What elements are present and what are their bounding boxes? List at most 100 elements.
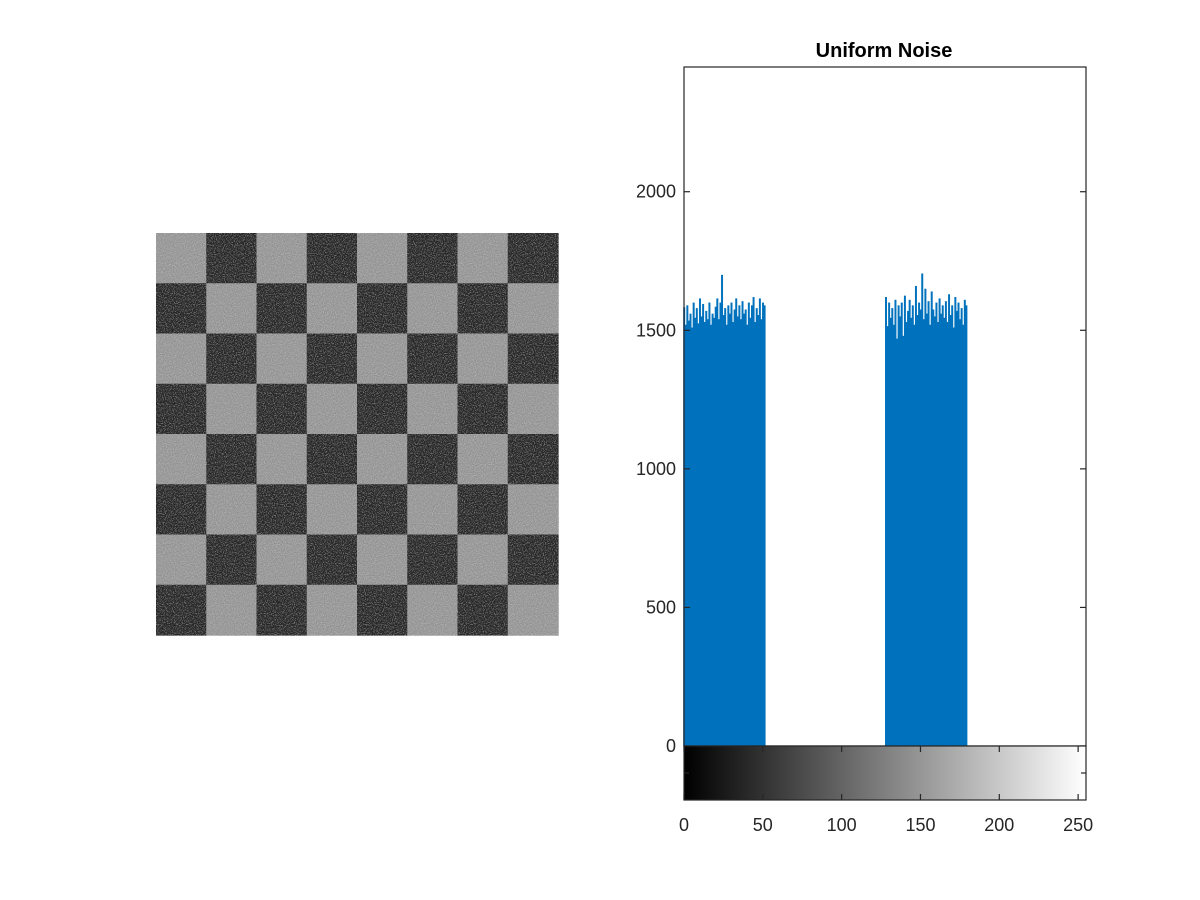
checker-cell bbox=[156, 383, 207, 435]
histogram-bar bbox=[930, 291, 933, 746]
histogram-bar bbox=[698, 298, 701, 746]
chart-title: Uniform Noise bbox=[816, 40, 953, 62]
histogram-bar bbox=[697, 323, 700, 746]
checker-cell bbox=[357, 233, 408, 284]
histogram-bar bbox=[951, 305, 954, 746]
histogram-bar bbox=[940, 313, 943, 746]
checker-cell bbox=[457, 584, 509, 636]
y-tick-label: 500 bbox=[646, 597, 676, 617]
histogram-bar bbox=[916, 315, 919, 746]
histogram-bar bbox=[722, 315, 725, 746]
histogram-bar bbox=[730, 302, 733, 746]
histogram-bar bbox=[932, 309, 935, 746]
checker-cell bbox=[306, 233, 358, 284]
histogram-bar bbox=[703, 321, 706, 746]
histogram-bar bbox=[713, 317, 716, 746]
histogram-bar bbox=[891, 308, 894, 746]
histogram-bar bbox=[752, 297, 755, 746]
checker-cell bbox=[407, 233, 459, 284]
histogram-bar bbox=[913, 324, 916, 746]
y-tick-label: 1000 bbox=[636, 459, 676, 479]
checker-cell bbox=[306, 534, 358, 586]
histogram-bar bbox=[907, 310, 910, 746]
colorbar bbox=[683, 745, 1087, 801]
checker-cell bbox=[407, 584, 459, 636]
checker-cell bbox=[256, 233, 308, 284]
histogram-bar bbox=[952, 327, 955, 746]
histogram-bar bbox=[965, 305, 968, 746]
histogram-bar bbox=[717, 319, 720, 746]
histogram-bar bbox=[937, 321, 939, 746]
checker-cell bbox=[306, 584, 358, 636]
histogram-bar bbox=[949, 315, 952, 746]
histogram-bar bbox=[706, 319, 709, 746]
checker-cell bbox=[507, 434, 559, 485]
histogram-bar bbox=[686, 305, 689, 746]
x-tick-label: 250 bbox=[1063, 815, 1093, 835]
checker-cell bbox=[457, 383, 509, 435]
histogram-bar bbox=[925, 313, 928, 746]
histogram-bar bbox=[746, 324, 749, 746]
histogram-bar bbox=[755, 308, 758, 746]
histogram-bar bbox=[963, 299, 966, 746]
checker-cell bbox=[457, 534, 509, 586]
checker-cell bbox=[306, 283, 358, 335]
histogram-bar bbox=[948, 294, 951, 746]
histogram-bar bbox=[739, 319, 742, 746]
checker-cell bbox=[256, 283, 308, 335]
checker-cell bbox=[156, 434, 207, 485]
histogram-bar bbox=[694, 317, 697, 746]
histogram-bar bbox=[903, 295, 906, 746]
histogram-bar bbox=[758, 298, 761, 746]
checker-cell bbox=[156, 283, 207, 335]
histogram-bar bbox=[710, 324, 712, 746]
histogram-bar bbox=[944, 301, 947, 746]
histogram-bar bbox=[695, 308, 698, 746]
histogram-bar bbox=[955, 310, 958, 746]
checker-cell bbox=[256, 434, 308, 485]
checker-cell bbox=[256, 333, 308, 385]
histogram-bar bbox=[762, 302, 765, 746]
histogram-bar bbox=[684, 324, 687, 746]
histogram-bar bbox=[943, 317, 946, 746]
histogram-bar bbox=[900, 302, 903, 746]
checker-cell bbox=[507, 584, 559, 636]
checker-cell bbox=[206, 233, 258, 284]
histogram-bar bbox=[941, 305, 944, 746]
checker-cell bbox=[156, 233, 207, 284]
checker-cell bbox=[357, 484, 408, 536]
histogram-bar bbox=[724, 308, 727, 746]
checker-cell bbox=[457, 484, 509, 536]
checker-cell bbox=[306, 484, 358, 536]
checker-cell bbox=[507, 283, 559, 335]
histogram-bar bbox=[719, 302, 722, 746]
histogram-bar bbox=[760, 319, 763, 746]
checker-cell bbox=[407, 333, 459, 385]
x-axis-ticks: 0 50 100 150 200 250 bbox=[679, 746, 1093, 835]
histogram-bar bbox=[716, 298, 719, 746]
histogram-bar bbox=[708, 302, 711, 746]
checker-cell bbox=[507, 333, 559, 385]
histogram-bar bbox=[946, 321, 949, 746]
y-tick-label: 1500 bbox=[636, 320, 676, 340]
checker-cell bbox=[357, 434, 408, 485]
checker-cell bbox=[206, 534, 258, 586]
checker-cell bbox=[457, 283, 509, 335]
histogram-bar bbox=[727, 305, 730, 746]
histogram-bars bbox=[683, 273, 968, 746]
checker-cell bbox=[256, 484, 308, 536]
histogram-bar bbox=[894, 299, 897, 746]
histogram-bar bbox=[886, 326, 889, 746]
histogram-bar bbox=[711, 313, 714, 746]
checker-cell bbox=[206, 434, 258, 485]
checker-cell bbox=[206, 584, 258, 636]
histogram-bar bbox=[957, 302, 960, 746]
histogram-bar bbox=[728, 313, 731, 746]
histogram-bar bbox=[905, 321, 908, 746]
checker-cell bbox=[156, 534, 207, 586]
histogram-bar bbox=[691, 327, 694, 746]
histogram-bar bbox=[744, 309, 747, 746]
x-tick-label: 150 bbox=[905, 815, 935, 835]
histogram-bar bbox=[749, 317, 752, 746]
